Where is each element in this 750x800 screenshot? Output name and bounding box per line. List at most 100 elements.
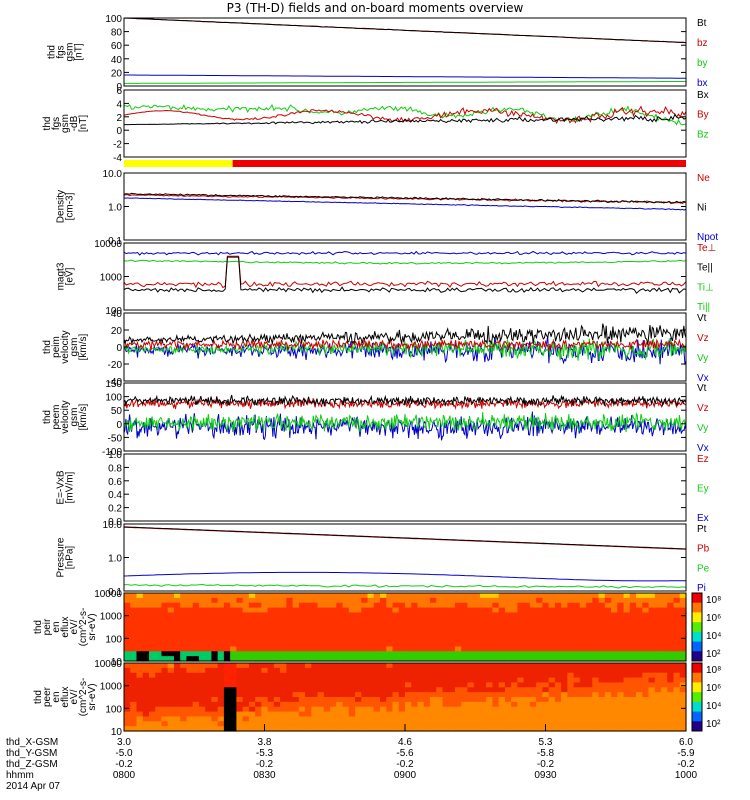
spectrogram-cell [617, 667, 625, 674]
spectrogram-cell [679, 612, 687, 618]
spectrogram-cell [367, 651, 375, 657]
spectrogram-cell [142, 706, 150, 713]
spectrogram-cell [236, 672, 244, 679]
spectrogram-cell [604, 692, 612, 698]
spectrogram-cell [461, 641, 469, 648]
spectrogram-cell [373, 692, 381, 698]
spectrogram-cell [586, 721, 593, 727]
spectrogram-cell [542, 646, 550, 652]
colorbar-swatch [692, 692, 702, 703]
spectrogram-cell [642, 682, 650, 688]
spectrogram-cell [167, 593, 175, 599]
spectrogram-cell [317, 656, 325, 662]
spectrogram-cell [636, 711, 643, 718]
spectrogram-cell [679, 706, 687, 713]
spectrogram-cell [342, 706, 350, 713]
spectrogram-cell [342, 636, 350, 643]
spectrogram-cell [617, 622, 625, 628]
spectrogram-cell [673, 651, 681, 657]
spectrogram-cell [417, 701, 425, 708]
spectrogram-cell [361, 602, 369, 609]
x-tick-label: 0930 [534, 770, 557, 781]
spectrogram-cell [423, 622, 431, 628]
spectrogram-cell [573, 687, 581, 693]
spectrogram-cell [142, 622, 150, 628]
spectrogram-cell [211, 726, 219, 732]
spectrogram-cell [161, 711, 169, 718]
spectrogram-cell [442, 687, 450, 693]
spectrogram-cell [561, 656, 568, 662]
spectrogram-cell [473, 622, 481, 628]
spectrogram-cell [236, 706, 244, 713]
spectrogram-cell [292, 646, 300, 652]
series-line [123, 394, 687, 407]
spectrogram-cell [579, 593, 587, 599]
spectrogram-cell [373, 706, 381, 713]
spectrogram-cell [511, 651, 518, 657]
spectrogram-cell [448, 656, 456, 662]
spectrogram-cell [548, 692, 556, 698]
spectrogram-cell [255, 617, 262, 623]
spectrogram-cell [448, 672, 456, 679]
spectrogram-cell [142, 672, 150, 679]
series-line [123, 197, 687, 211]
spectrogram-cell [642, 622, 650, 628]
spectrogram-cell [286, 706, 294, 713]
spectrogram-cell [255, 602, 262, 609]
spectrogram-cell [392, 706, 400, 713]
spectrogram-cell [280, 716, 287, 722]
spectrogram-cell [305, 682, 312, 688]
spectrogram-cell [554, 617, 562, 623]
spectrogram-cell [142, 651, 150, 657]
spectrogram-cell [486, 656, 494, 662]
spectrogram-cell [548, 706, 556, 713]
spectrogram-cell [567, 726, 575, 732]
spectrogram-cell [136, 612, 144, 618]
spectrogram-cell [398, 716, 406, 722]
legend-Pt: Pt [697, 524, 707, 535]
series-line [123, 412, 687, 433]
spectrogram-cell [667, 656, 675, 662]
spectrogram-cell [648, 641, 656, 648]
spectrogram-cell [267, 607, 275, 614]
spectrogram-cell [598, 663, 606, 669]
spectrogram-cell [373, 687, 381, 693]
spectrogram-cell [255, 663, 262, 669]
spectrogram-cell [348, 726, 356, 732]
spectrogram-cell [548, 721, 556, 727]
spectrogram-cell [242, 641, 250, 648]
spectrogram-cell [517, 631, 525, 638]
spectrogram-cell [454, 711, 462, 718]
spectrogram-cell [186, 651, 194, 657]
spectrogram-cell [473, 656, 481, 662]
spectrogram-cell [467, 593, 475, 599]
spectrogram-cell [417, 726, 425, 732]
panel-frame [123, 453, 687, 522]
spectrogram-cell [348, 636, 356, 643]
spectrogram-cell [661, 656, 668, 662]
spectrogram-cell [423, 602, 431, 609]
spectrogram-cell [423, 656, 431, 662]
spectrogram-cell [573, 597, 581, 604]
spectrogram-cell [192, 697, 200, 703]
spectrogram-cell [323, 692, 331, 698]
spectrogram-cell [230, 631, 237, 638]
spectrogram-cell [417, 617, 425, 623]
spectrogram-cell [573, 692, 581, 698]
spectrogram-cell [136, 672, 144, 679]
y-axis-label: thd [42, 117, 53, 131]
spectrogram-cell [617, 656, 625, 662]
spectrogram-cell [448, 687, 456, 693]
spectrogram-cell [642, 697, 650, 703]
spectrogram-cell [579, 711, 587, 718]
spectrogram-cell [161, 697, 169, 703]
spectrogram-cell [504, 692, 512, 698]
spectrogram-cell [504, 716, 512, 722]
spectrogram-cell [679, 602, 687, 609]
spectrogram-cell [423, 607, 431, 614]
spectrogram-cell [592, 641, 600, 648]
spectrogram-cell [167, 651, 175, 657]
x-tick-label: 0800 [113, 770, 136, 781]
spectrogram-cell [380, 631, 387, 638]
spectrogram-cell [586, 667, 593, 674]
